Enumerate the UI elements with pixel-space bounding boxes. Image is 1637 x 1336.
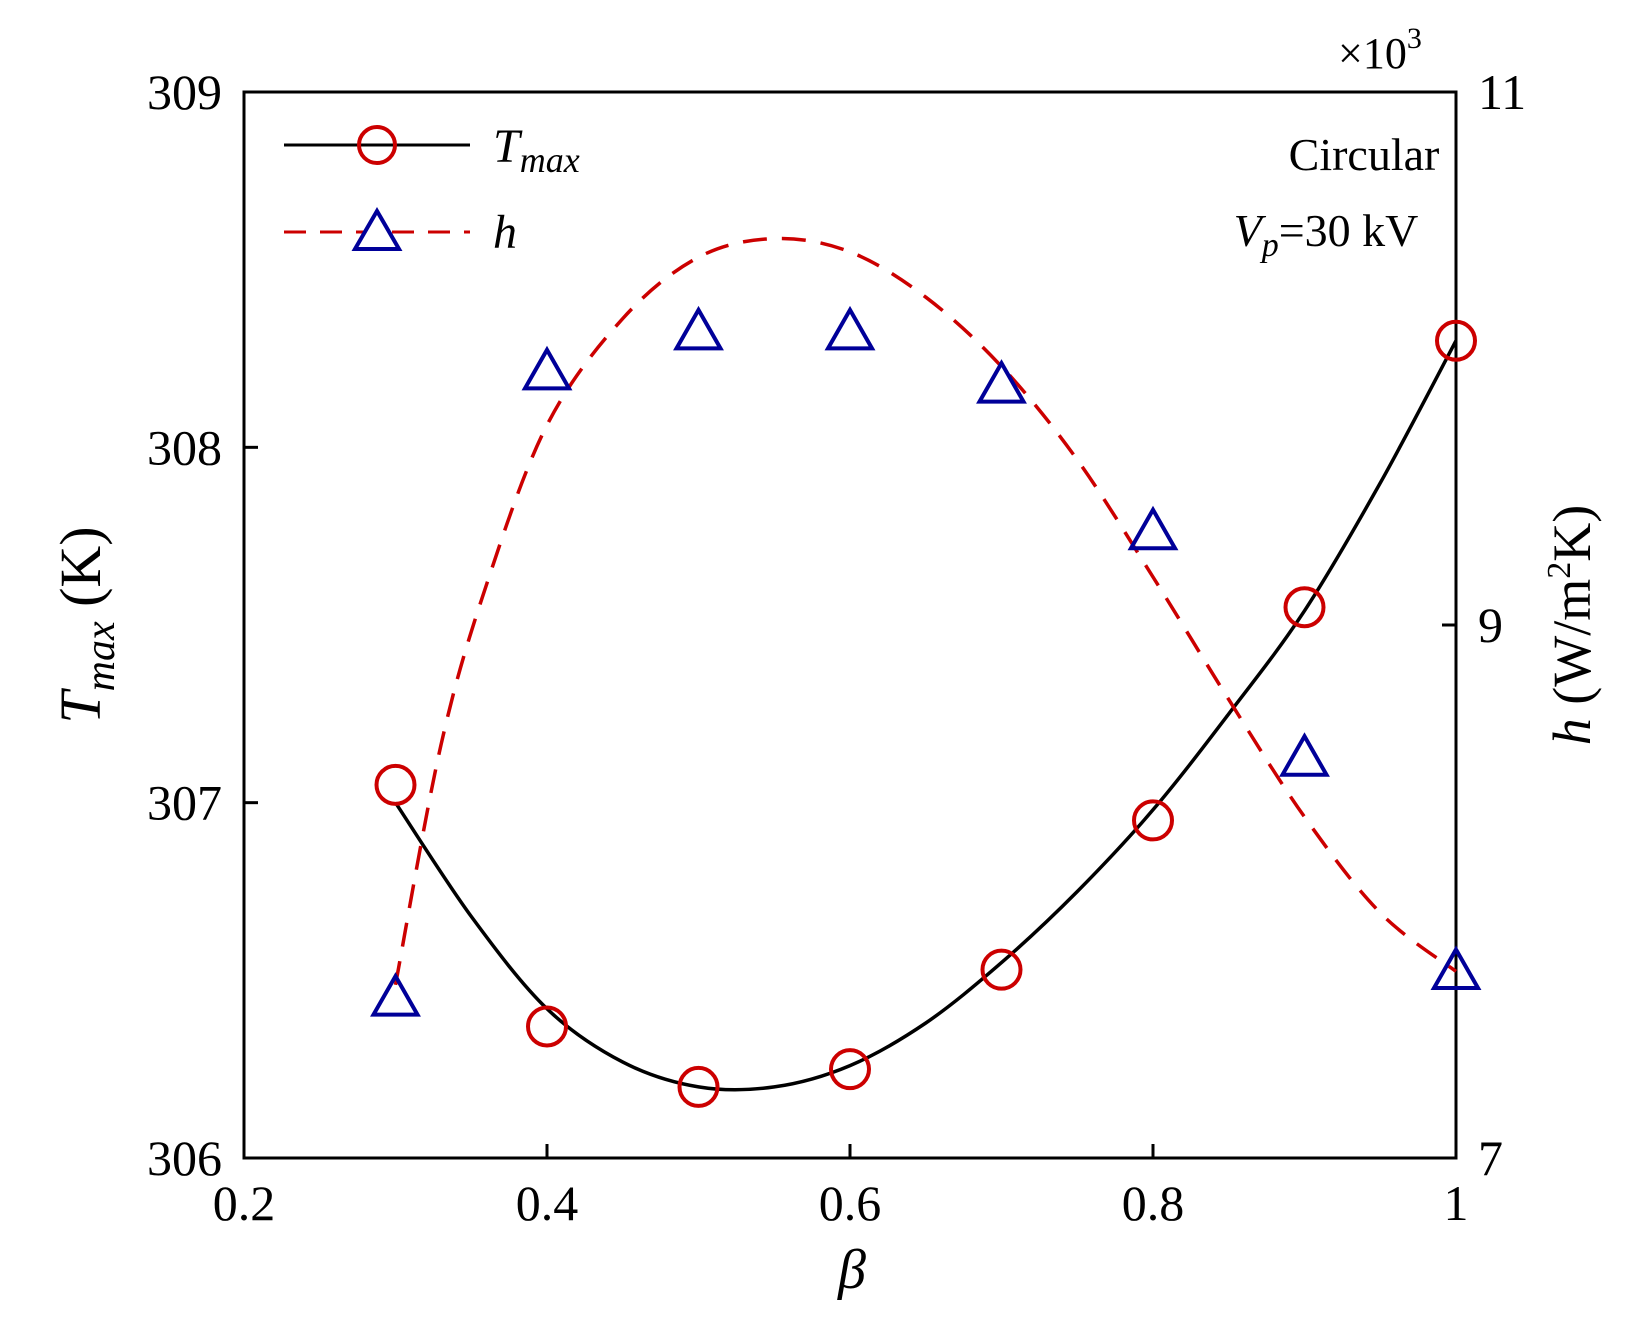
tmax-data-point xyxy=(1132,799,1174,842)
tmax-data-point xyxy=(374,763,417,806)
tmax-curve xyxy=(394,339,1458,1092)
x-tick-label: 0.8 xyxy=(1122,1175,1185,1231)
tmax-data-point xyxy=(526,1005,568,1048)
y-right-tick-label: 7 xyxy=(1478,1130,1503,1186)
h-data-point xyxy=(521,345,573,391)
y-right-axis-ticks: 7 9 11 xyxy=(1442,64,1526,1186)
h-curve xyxy=(393,236,1458,986)
y-left-tick-label: 308 xyxy=(147,419,222,475)
x-tick-label: 0.4 xyxy=(516,1175,579,1231)
h-data-point xyxy=(1127,505,1179,551)
y-left-tick-label: 307 xyxy=(147,775,222,831)
tmax-data-point xyxy=(1435,319,1477,362)
tmax-data-point xyxy=(980,948,1023,991)
h-data-point xyxy=(370,972,421,1017)
x-tick-label: 0.6 xyxy=(819,1175,882,1231)
y-left-axis-label: Tmax (K) xyxy=(48,526,124,723)
y-left-tick-label: 306 xyxy=(147,1130,222,1186)
h-data-point xyxy=(824,305,876,351)
series-lines xyxy=(393,236,1458,1092)
y-left-axis-ticks: 306 307 308 309 xyxy=(147,64,258,1186)
right-axis-multiplier: ×103 xyxy=(1338,22,1422,78)
x-axis-ticks: 0.2 0.4 0.6 0.8 1 xyxy=(213,1144,1469,1231)
tmax-data-point xyxy=(829,1048,871,1091)
legend: Tmax h xyxy=(284,120,580,259)
annotation: Circular Vp=30 kV xyxy=(1234,129,1440,264)
series-markers xyxy=(370,305,1482,1108)
h-data-point xyxy=(1279,732,1330,777)
tmax-data-point xyxy=(677,1065,720,1108)
legend-tmax-marker xyxy=(357,125,397,165)
tmax-data-point xyxy=(1283,586,1326,629)
annotation-voltage: Vp=30 kV xyxy=(1234,205,1419,264)
x-tick-label: 1 xyxy=(1444,1175,1469,1231)
annotation-shape: Circular xyxy=(1289,129,1440,180)
y-left-tick-label: 309 xyxy=(147,64,222,120)
y-right-tick-label: 11 xyxy=(1478,64,1526,120)
y-right-axis-label: h (W/m2K) xyxy=(1541,505,1602,745)
h-data-point xyxy=(976,359,1027,404)
x-tick-label: 0.2 xyxy=(213,1175,276,1231)
h-data-point xyxy=(1430,945,1482,990)
h-data-point xyxy=(673,305,724,351)
legend-h-marker xyxy=(351,207,403,251)
legend-h-label: h xyxy=(493,206,517,259)
x-axis-label: β xyxy=(837,1239,866,1301)
legend-tmax-label: Tmax xyxy=(493,120,580,180)
y-right-tick-label: 9 xyxy=(1478,597,1503,653)
